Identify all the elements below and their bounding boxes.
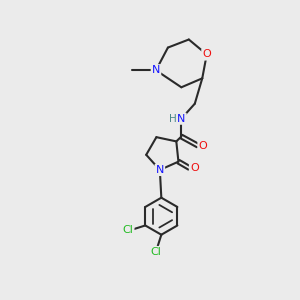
Text: O: O [199,140,207,151]
Text: H: H [169,114,177,124]
Text: O: O [202,50,211,59]
Text: N: N [156,165,164,175]
Text: O: O [190,163,199,173]
Text: N: N [152,65,160,75]
Text: Cl: Cl [151,247,162,257]
Text: Cl: Cl [122,225,134,235]
Text: N: N [177,114,185,124]
